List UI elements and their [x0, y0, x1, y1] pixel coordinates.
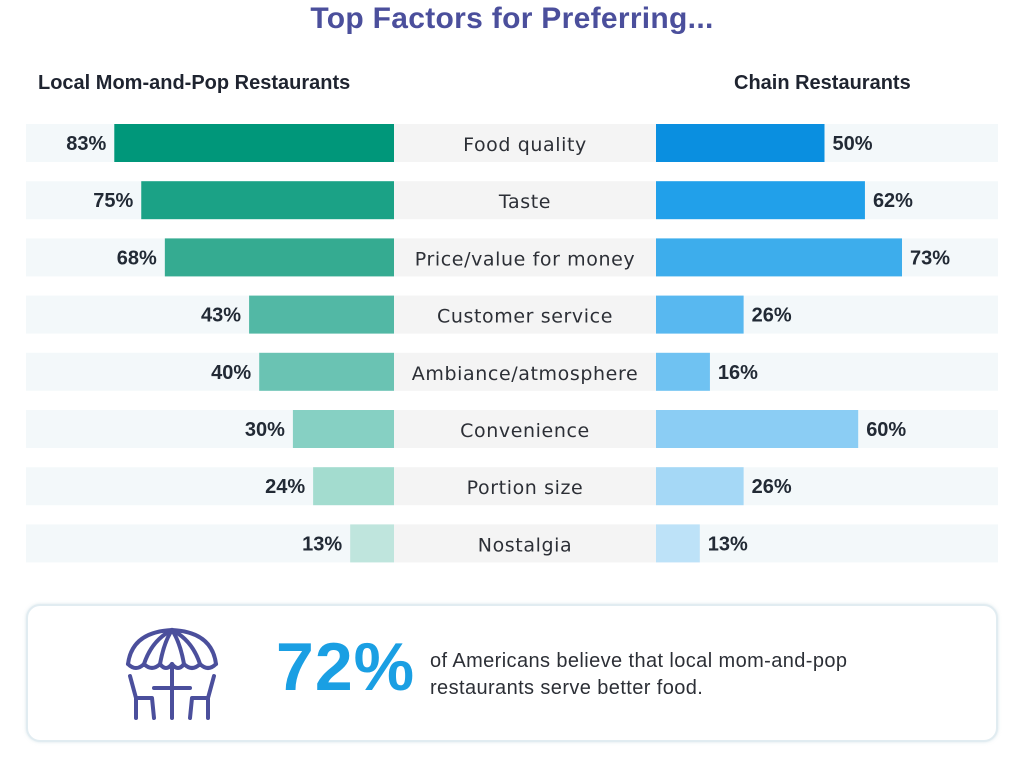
value-label-chain-4: 16%: [718, 362, 758, 384]
bar-local-0: [114, 124, 394, 162]
value-label-local-6: 24%: [265, 476, 305, 498]
right-row-background: [656, 524, 998, 563]
bar-local-3: [249, 295, 394, 334]
bar-local-7: [350, 524, 394, 563]
category-row-background: [394, 238, 656, 277]
category-label-6: Portion size: [467, 477, 584, 499]
bar-local-5: [292, 410, 394, 448]
right-row-background: [656, 352, 998, 391]
category-row-background: [394, 467, 656, 506]
value-label-local-7: 13%: [302, 533, 342, 555]
value-label-chain-5: 60%: [866, 419, 906, 441]
bar-local-6: [313, 467, 394, 506]
category-label-4: Ambiance/atmosphere: [412, 363, 638, 385]
bar-chain-5: [656, 410, 859, 448]
category-label-5: Convenience: [460, 420, 590, 442]
bar-chain-7: [656, 524, 700, 563]
bar-chain-0: [656, 124, 825, 162]
back-to-back-bar-chart: 83% 50% Food quality 75% 62% Taste 68% 73% Price…: [26, 124, 998, 563]
category-row-background: [394, 410, 656, 448]
category-label-0: Food quality: [463, 134, 587, 156]
left-row-background: [26, 524, 394, 563]
category-label-3: Customer service: [437, 306, 613, 328]
category-row-background: [394, 295, 656, 334]
bar-chain-3: [656, 295, 744, 334]
category-row-background: [394, 181, 656, 220]
chart-title: Top Factors for Preferring...: [310, 2, 714, 35]
bar-local-4: [259, 352, 394, 391]
category-row-background: [394, 524, 656, 563]
bar-chain-4: [656, 352, 710, 391]
left-column-header: Local Mom-and-Pop Restaurants: [38, 72, 351, 94]
headline-stat: 72%: [276, 629, 416, 705]
category-row-background: [394, 124, 656, 162]
value-label-chain-0: 50%: [833, 133, 873, 155]
bar-chain-1: [656, 181, 865, 220]
value-label-local-5: 30%: [245, 419, 285, 441]
value-label-local-3: 43%: [201, 305, 241, 327]
stat-description: of Americans believe that local mom-and-…: [430, 650, 848, 699]
bar-local-2: [164, 238, 394, 277]
umbrella-table-icon: [126, 628, 218, 720]
value-label-chain-3: 26%: [752, 305, 792, 327]
value-label-local-2: 68%: [117, 247, 157, 269]
value-label-local-1: 75%: [93, 190, 133, 212]
value-label-chain-2: 73%: [910, 247, 950, 269]
right-column-header: Chain Restaurants: [734, 72, 911, 94]
category-label-7: Nostalgia: [478, 534, 573, 556]
bar-chain-6: [656, 467, 744, 506]
bar-chain-2: [656, 238, 903, 277]
stat-callout: 72% of Americans believe that local mom-…: [26, 604, 998, 742]
category-label-1: Taste: [498, 191, 551, 213]
bar-local-1: [141, 181, 394, 220]
category-row-background: [394, 352, 656, 391]
value-label-local-4: 40%: [211, 362, 251, 384]
value-label-chain-1: 62%: [873, 190, 913, 212]
category-label-2: Price/value for money: [415, 248, 636, 270]
value-label-chain-7: 13%: [708, 533, 748, 555]
value-label-local-0: 83%: [66, 133, 106, 155]
value-label-chain-6: 26%: [752, 476, 792, 498]
